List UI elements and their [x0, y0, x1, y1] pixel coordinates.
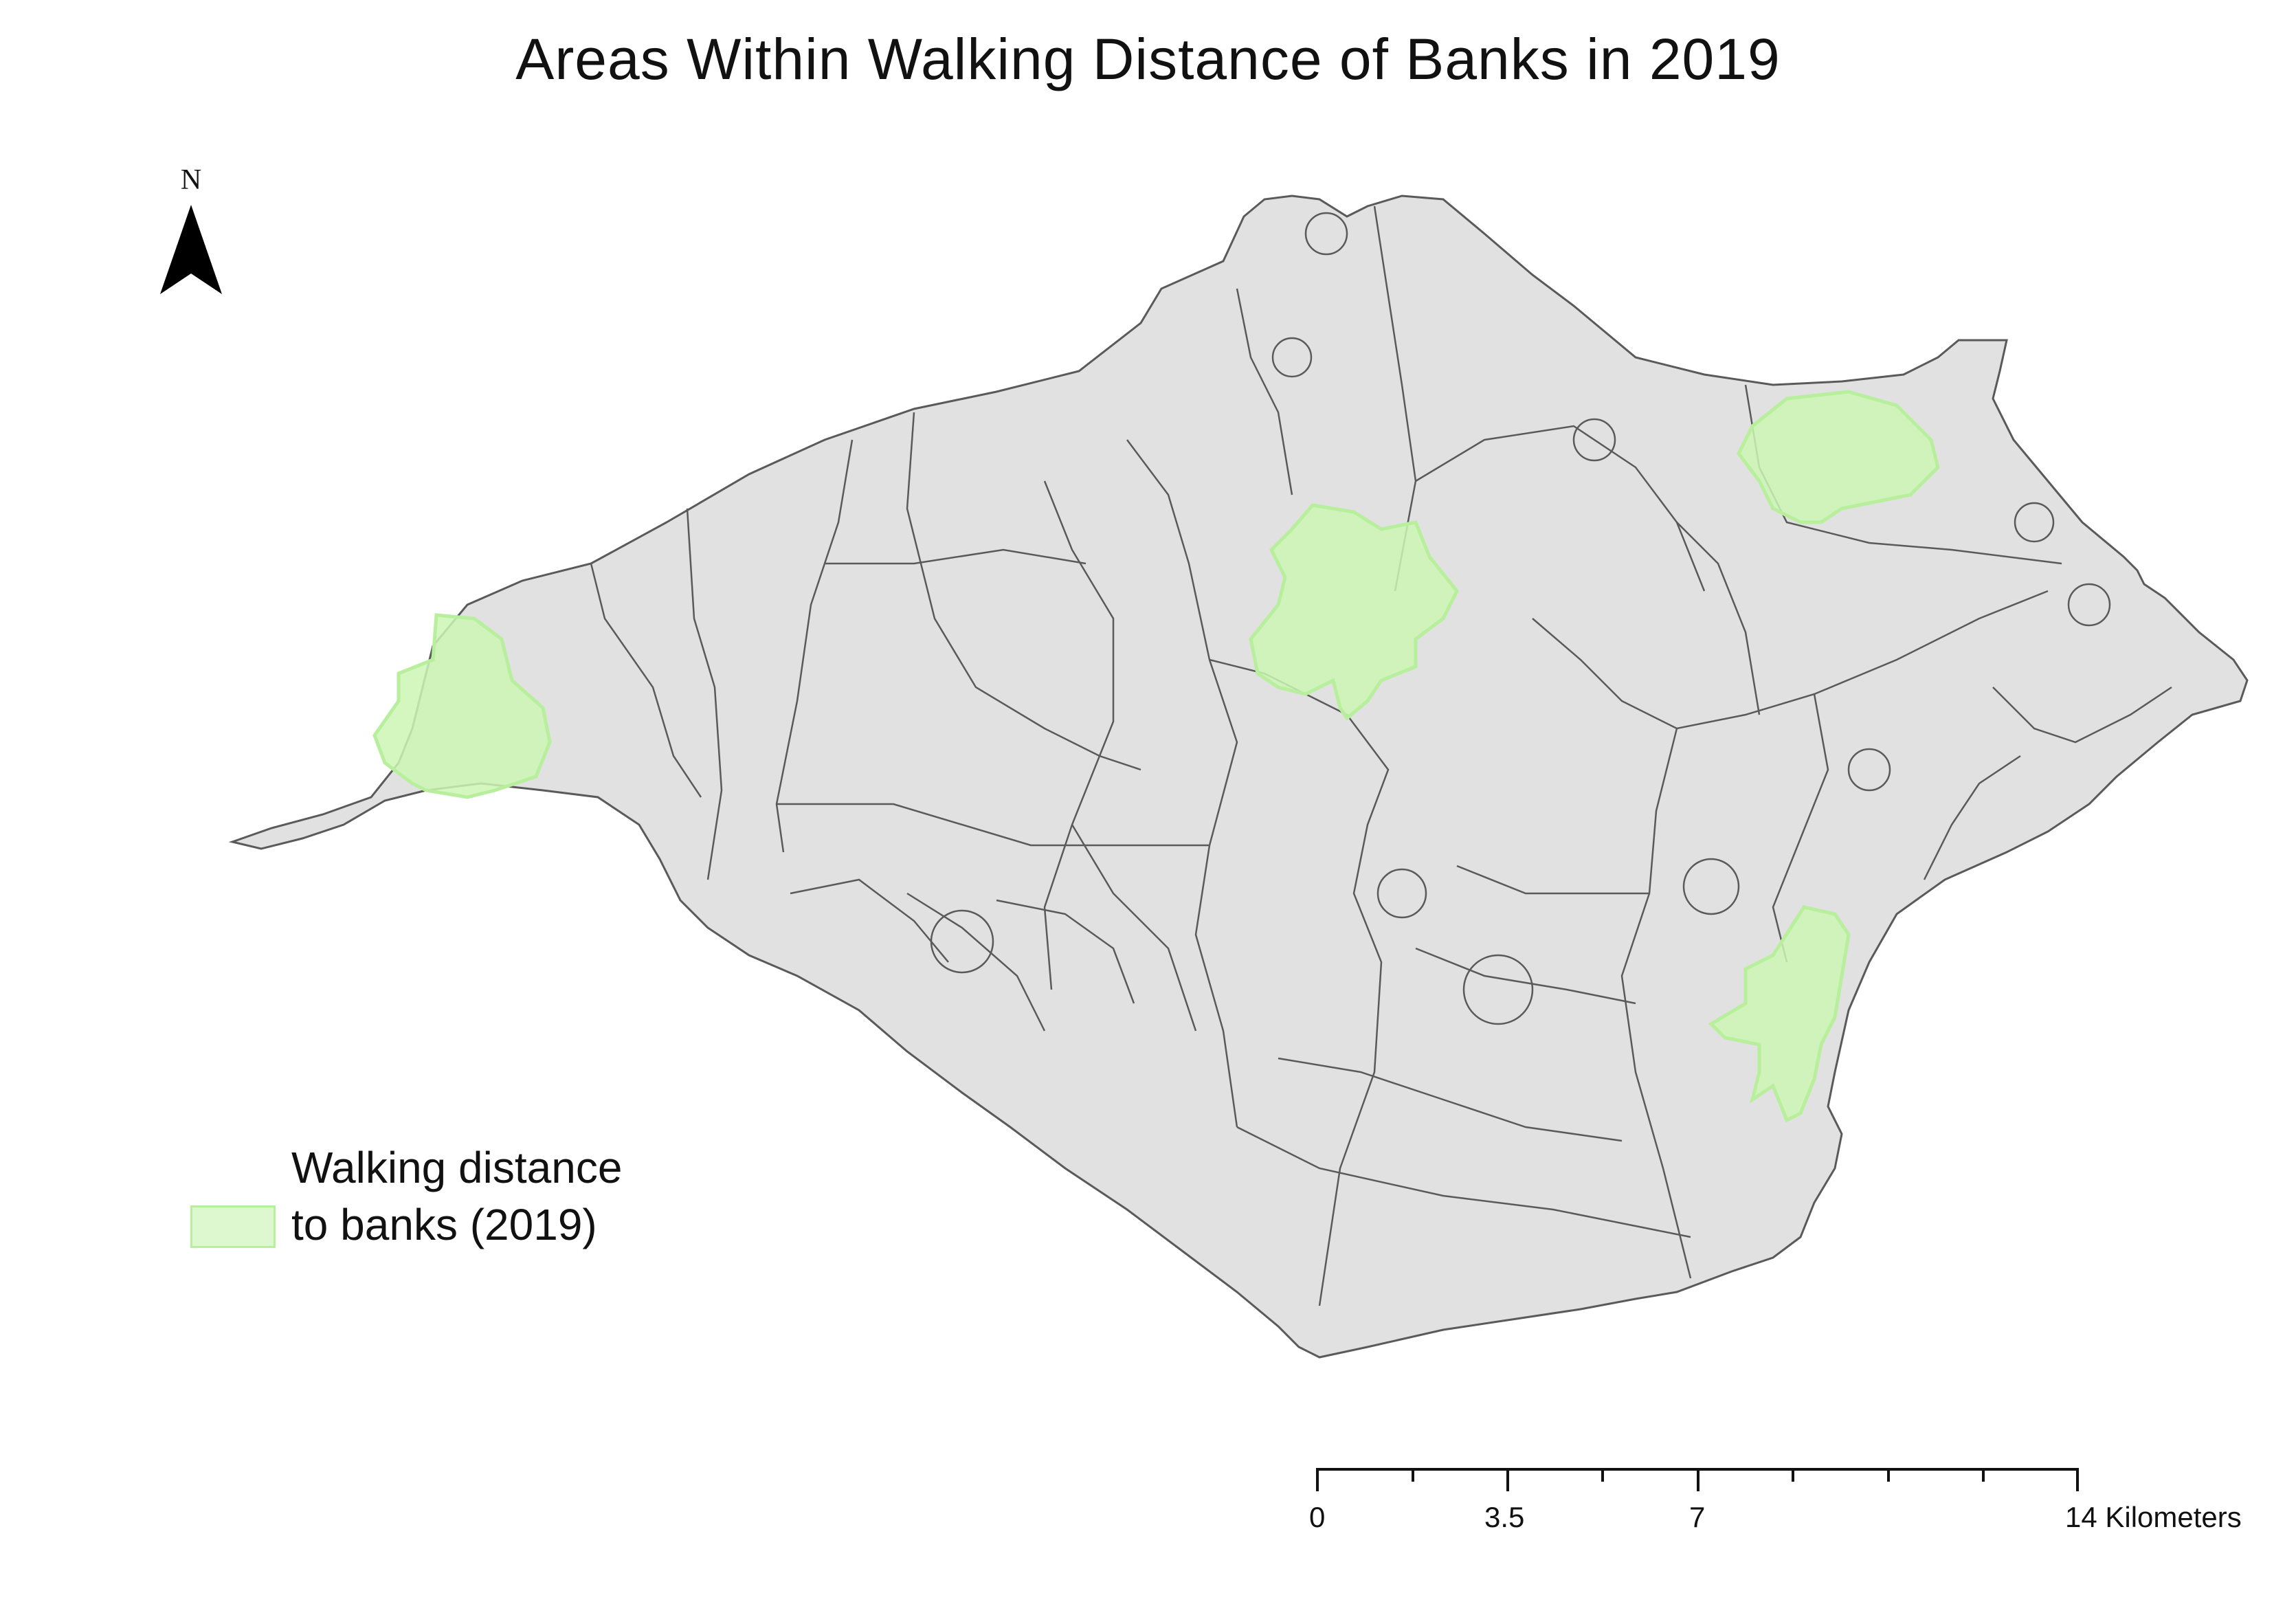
scale-bar: [1316, 1468, 2079, 1491]
scale-label-3-5: 3.5: [1484, 1501, 1525, 1533]
walking-area-northeast: [1737, 390, 1940, 524]
scale-label-0: 0: [1309, 1501, 1326, 1533]
legend-swatch: [190, 1205, 276, 1248]
scale-label-14-kilometers: 14 Kilometers: [2065, 1501, 2242, 1533]
north-letter: N: [180, 164, 202, 196]
walking-area-southeast: [1708, 905, 1851, 1123]
walking-areas: [372, 390, 1940, 1123]
walking-area-west: [372, 613, 552, 799]
north-arrow: N: [157, 164, 225, 301]
north-arrow-icon: [160, 205, 222, 294]
island-outline: [228, 194, 2249, 1359]
legend-label: Walking distance to banks (2019): [291, 1143, 623, 1249]
scale-label-7: 7: [1689, 1501, 1706, 1533]
walking-area-central: [1249, 503, 1459, 721]
map-title: Areas Within Walking Distance of Banks i…: [515, 27, 1781, 91]
